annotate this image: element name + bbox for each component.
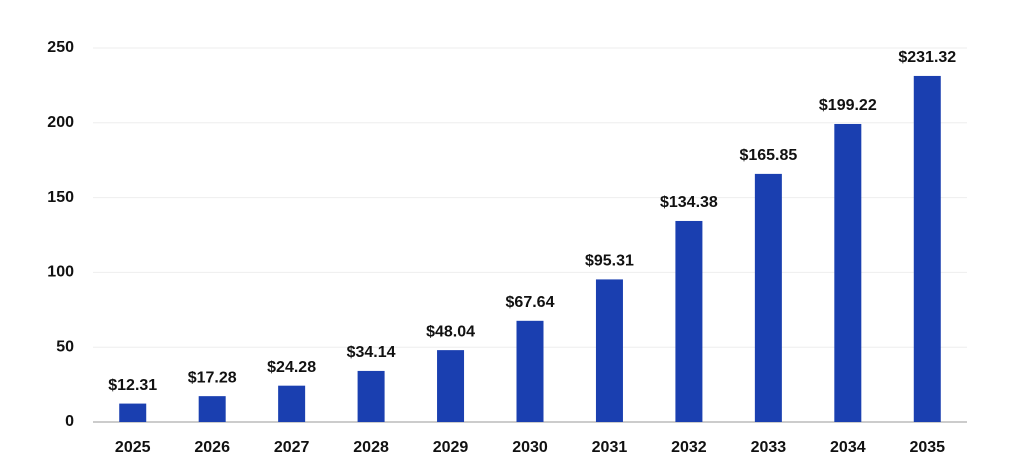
y-tick-label: 150	[47, 189, 74, 206]
value-label: $199.22	[819, 97, 877, 114]
x-tick-label: 2034	[830, 439, 866, 456]
value-label: $12.31	[108, 377, 157, 394]
x-tick-label: 2029	[433, 439, 469, 456]
bar	[754, 173, 782, 422]
value-label: $24.28	[267, 359, 316, 376]
x-tick-label: 2027	[274, 439, 310, 456]
bar	[675, 220, 703, 422]
value-label: $34.14	[347, 344, 396, 361]
x-tick-label: 2033	[751, 439, 787, 456]
x-tick-label: 2035	[909, 439, 945, 456]
bar	[516, 320, 544, 422]
x-tick-label: 2032	[671, 439, 707, 456]
value-label: $134.38	[660, 194, 718, 211]
bar	[278, 385, 306, 422]
value-label: $67.64	[506, 294, 555, 311]
x-tick-label: 2025	[115, 439, 151, 456]
bar	[834, 123, 862, 422]
y-tick-label: 0	[65, 413, 74, 430]
value-label: $165.85	[739, 147, 797, 164]
bar	[437, 350, 465, 422]
bar	[595, 279, 623, 422]
x-tick-label: 2028	[353, 439, 389, 456]
y-tick-label: 200	[47, 114, 74, 131]
y-tick-label: 50	[56, 338, 74, 355]
bar	[357, 370, 385, 422]
y-tick-label: 100	[47, 264, 74, 281]
value-label: $48.04	[426, 323, 475, 340]
x-tick-label: 2026	[194, 439, 230, 456]
value-label: $95.31	[585, 253, 634, 270]
y-tick-label: 250	[47, 39, 74, 56]
value-label: $231.32	[898, 49, 956, 66]
bar	[913, 75, 941, 422]
bar	[198, 396, 226, 422]
value-label: $17.28	[188, 369, 237, 386]
bar	[119, 403, 147, 422]
x-tick-label: 2030	[512, 439, 548, 456]
x-tick-label: 2031	[592, 439, 628, 456]
